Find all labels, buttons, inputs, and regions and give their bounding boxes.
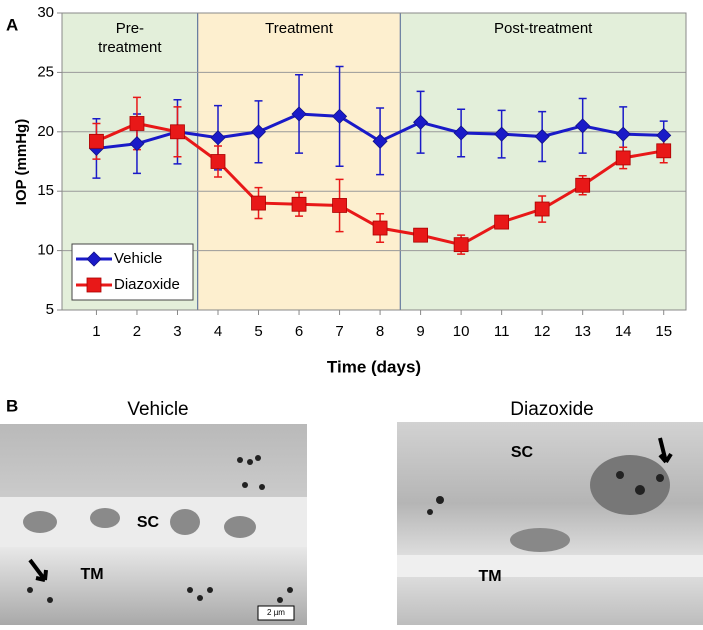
image-label: SC (137, 514, 160, 531)
image-label: TM (478, 568, 501, 585)
point (332, 198, 347, 213)
y-tick-label: 10 (37, 242, 54, 259)
x-tick-label: 15 (655, 323, 672, 340)
point (494, 126, 510, 142)
region-label-box: Post-treatment (493, 20, 593, 37)
image-title: Vehicle (127, 399, 188, 420)
x-tick-label: 4 (214, 323, 222, 340)
point (210, 130, 226, 146)
point (413, 114, 429, 130)
y-axis-label: IOP (mmHg) (13, 119, 30, 205)
point (453, 237, 469, 253)
x-tick-label: 2 (133, 323, 141, 340)
y-tick-label: 5 (46, 301, 54, 318)
point (291, 106, 307, 122)
point (372, 220, 388, 236)
point (331, 108, 348, 124)
y-tick-label: 15 (37, 182, 54, 199)
x-tick-label: 11 (494, 323, 510, 340)
point (656, 127, 672, 143)
plot-frame (61, 12, 687, 311)
region-label-box: Pre-treatment (98, 20, 162, 56)
point (615, 150, 631, 166)
point (615, 126, 631, 142)
point (575, 177, 591, 193)
y-tick-label: 30 (37, 4, 54, 21)
legend-label: Vehicle (114, 250, 162, 267)
micrograph-vehicle (0, 424, 307, 625)
panel-label: B (6, 396, 18, 415)
x-tick-label: 13 (574, 323, 591, 340)
point (372, 133, 388, 149)
point (656, 143, 672, 159)
point (413, 227, 428, 243)
legend-marker (86, 251, 102, 267)
point (575, 118, 591, 134)
region-label: Treatment (265, 20, 333, 37)
x-tick-label: 14 (615, 323, 632, 340)
point (89, 133, 104, 149)
x-tick-label: 1 (92, 323, 100, 340)
x-tick-label: 9 (416, 323, 424, 340)
point (534, 201, 550, 217)
x-tick-label: 8 (376, 323, 384, 340)
region-label: Pre-treatment (98, 20, 162, 56)
y-tick-label: 20 (37, 123, 54, 140)
point (453, 125, 469, 141)
x-tick-label: 3 (173, 323, 181, 340)
point (250, 124, 267, 140)
point (494, 214, 510, 230)
scale-bar-label: 2 µm (267, 608, 285, 617)
point (170, 124, 185, 140)
region-label: Post-treatment (493, 20, 593, 37)
x-tick-label: 5 (254, 323, 262, 340)
x-tick-label: 10 (453, 323, 470, 340)
legend: Vehicle Diazoxide (71, 243, 194, 301)
point (291, 196, 307, 212)
image-label: SC (511, 444, 534, 461)
panel-label: A (6, 15, 18, 34)
legend-marker (86, 277, 102, 293)
image-label: TM (80, 566, 103, 583)
point (251, 195, 266, 211)
point (210, 154, 226, 169)
x-tick-label: 7 (335, 323, 343, 340)
point (129, 136, 145, 152)
x-tick-label: 12 (534, 323, 551, 340)
region-label-box: Treatment (265, 20, 333, 37)
micrograph-diazoxide (397, 422, 703, 625)
point (129, 116, 145, 131)
image-title: Diazoxide (510, 399, 593, 420)
legend-label: Diazoxide (114, 276, 180, 293)
x-axis-label: Time (days) (327, 357, 421, 376)
y-tick-label: 25 (37, 63, 54, 80)
point (534, 128, 550, 145)
x-tick-label: 6 (295, 323, 303, 340)
